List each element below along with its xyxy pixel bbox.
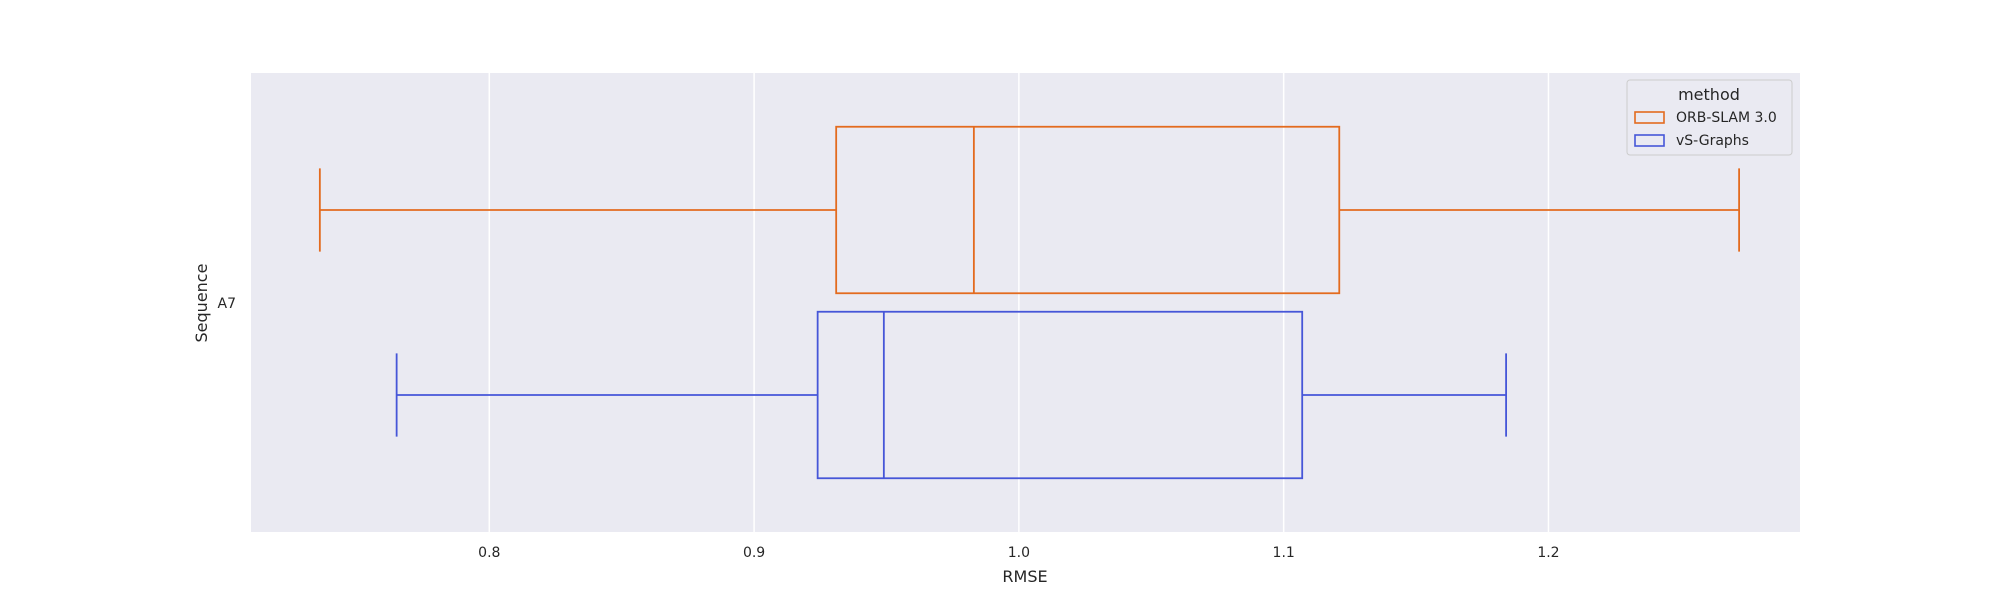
legend-title: method <box>1678 85 1740 104</box>
x-tick-labels: 0.8 0.9 1.0 1.1 1.2 <box>478 545 1559 561</box>
x-tick-label: 0.8 <box>478 545 500 561</box>
legend-label-vs-graphs: vS-Graphs <box>1676 133 1749 149</box>
legend: method ORB-SLAM 3.0 vS-Graphs <box>1626 79 1793 156</box>
legend-swatch-orb-slam <box>1634 111 1665 124</box>
y-axis-label: Sequence <box>192 264 211 343</box>
boxes <box>318 125 1740 480</box>
plot-background <box>251 73 1800 532</box>
legend-swatch-vs-graphs <box>1634 134 1665 147</box>
y-category-label: A7 <box>218 296 236 312</box>
x-tick-label: 1.0 <box>1008 545 1030 561</box>
legend-frame <box>1626 79 1793 156</box>
box-iqr <box>835 125 1341 295</box>
x-tick-label: 1.1 <box>1273 545 1295 561</box>
box-group <box>318 125 1740 295</box>
x-tick-label: 1.2 <box>1537 545 1559 561</box>
x-tick-label: 0.9 <box>743 545 765 561</box>
x-axis-label: RMSE <box>1002 567 1047 586</box>
grid-lines <box>488 73 1550 532</box>
legend-label-orb-slam: ORB-SLAM 3.0 <box>1676 110 1777 126</box>
box-group <box>395 310 1507 480</box>
box-iqr <box>816 310 1304 480</box>
